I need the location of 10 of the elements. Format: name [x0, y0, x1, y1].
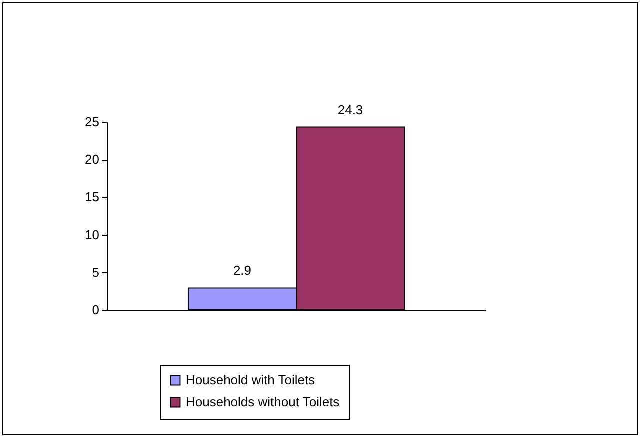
y-tick-label: 15 [85, 190, 100, 205]
data-label: 2.9 [233, 263, 252, 278]
y-tick-label: 0 [92, 302, 100, 318]
data-label: 24.3 [338, 102, 364, 118]
y-tick-label: 20 [85, 152, 100, 168]
y-tick-label: 10 [85, 227, 100, 242]
legend-label: Households without Toilets [186, 394, 340, 410]
y-tick-label: 5 [92, 264, 100, 280]
legend-label: Household with Toilets [186, 372, 316, 388]
y-tick-label: 25 [85, 114, 100, 130]
